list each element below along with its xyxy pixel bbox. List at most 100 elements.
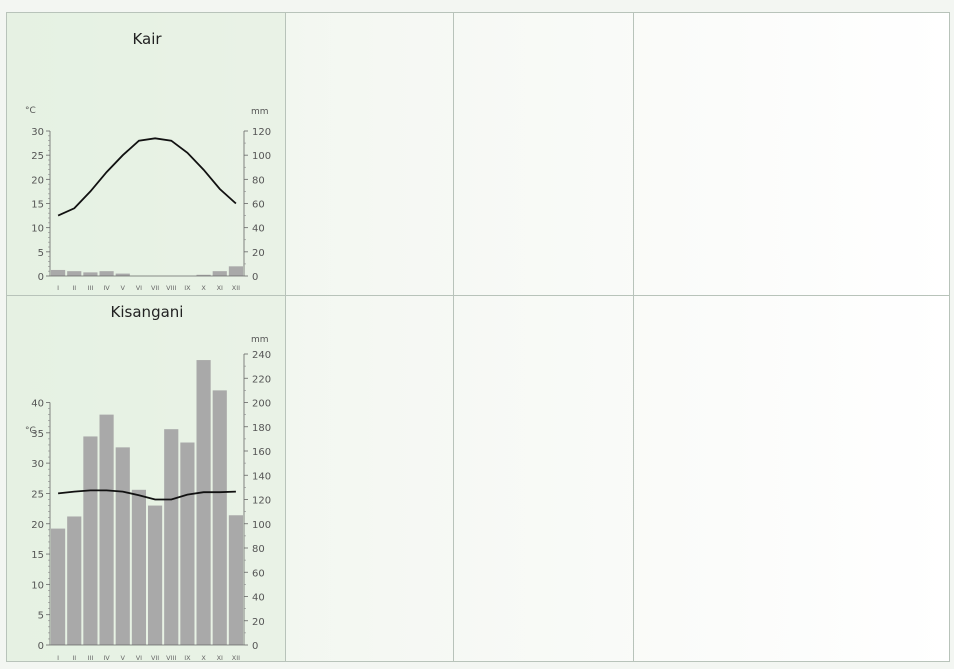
temperature-unit: °C [25,106,36,116]
cell-empty-r1c4 [634,12,950,296]
cell-empty-r1c2 [286,12,454,296]
temperature-tick-label: 20 [31,175,44,186]
precipitation-bar-I [51,269,66,276]
precipitation-tick-label: 0 [252,641,258,652]
precipitation-tick-label: 180 [252,423,271,434]
precipitation-tick-label: 60 [252,568,265,579]
temperature-tick-label: 5 [38,611,44,622]
month-label-III: III [88,284,94,292]
precipitation-tick-label: 140 [252,471,271,482]
precipitation-bar-XI [212,390,227,645]
month-label-V: V [121,284,126,292]
cell-chart-kair: Kair 0 5 10 15 20 25 30 °C 0 20 40 60 80 100 120 mm I II II… [6,12,286,296]
month-label-XII: XII [232,284,240,292]
month-label-VIII: VIII [166,284,176,292]
precipitation-bar-X [196,274,211,276]
month-label-V: V [121,654,126,662]
month-label-II: II [72,654,76,662]
temperature-tick-label: 0 [38,641,44,652]
month-label-X: X [201,284,206,292]
precipitation-bar-IX [180,442,195,645]
precipitation-tick-label: 0 [252,272,258,283]
cell-empty-r1c3 [454,12,634,296]
month-label-I: I [57,284,59,292]
precipitation-bar-III [83,436,98,645]
precipitation-bar-I [51,528,66,645]
month-label-II: II [72,284,76,292]
month-label-IV: IV [103,654,110,662]
precipitation-bar-XI [212,271,227,276]
precipitation-bar-VI [131,489,146,645]
precipitation-tick-label: 60 [252,200,265,211]
temperature-tick-label: 30 [31,459,44,470]
month-label-IV: IV [103,284,110,292]
month-label-XI: XI [217,654,223,662]
cell-chart-kisangani: Kisangani 0 5 10 15 20 25 30 35 40 °C 0 20 40 60 80 100 1… [6,296,286,662]
precipitation-tick-label: 20 [252,248,265,259]
precipitation-bar-V [115,273,130,276]
temperature-tick-label: 20 [31,520,44,531]
month-label-VI: VI [136,284,142,292]
month-label-X: X [201,654,206,662]
month-label-IX: IX [184,284,191,292]
precipitation-bar-IV [99,414,114,645]
temperature-tick-label: 5 [38,248,44,259]
precipitation-tick-label: 40 [252,593,265,604]
month-label-VIII: VIII [166,654,176,662]
precipitation-bar-II [67,516,82,645]
temperature-tick-label: 25 [31,151,44,162]
precipitation-tick-label: 220 [252,374,271,385]
precipitation-bar-XII [228,515,243,645]
precipitation-bar-IV [99,271,114,276]
precipitation-tick-label: 200 [252,399,271,410]
temperature-line [57,137,237,217]
chart-kisangani: Kisangani 0 5 10 15 20 25 30 35 40 °C 0 20 40 60 80 100 1… [25,303,271,662]
precipitation-tick-label: 120 [252,496,271,507]
precipitation-bar-VIII [164,429,179,645]
month-label-XII: XII [232,654,240,662]
precipitation-bar-XII [228,266,243,276]
precipitation-bar-II [67,271,82,276]
precipitation-bar-X [196,360,211,645]
month-label-VI: VI [136,654,142,662]
precipitation-tick-label: 100 [252,151,271,162]
temperature-tick-label: 35 [31,429,44,440]
temperature-line [58,489,236,501]
precipitation-tick-label: 80 [252,544,265,555]
cell-empty-r2c2 [286,296,454,662]
month-label-I: I [57,654,59,662]
month-label-IX: IX [184,654,191,662]
precipitation-tick-label: 80 [252,175,265,186]
precipitation-unit: mm [251,335,269,345]
cell-empty-r2c4 [634,296,950,662]
month-label-VII: VII [151,654,159,662]
temperature-tick-label: 10 [31,580,44,591]
month-label-VII: VII [151,284,159,292]
precipitation-tick-label: 100 [252,520,271,531]
temperature-tick-label: 25 [31,489,44,500]
precipitation-unit: mm [251,107,269,117]
temperature-tick-label: 0 [38,272,44,283]
temperature-tick-label: 15 [31,200,44,211]
chart-title: Kisangani [111,303,184,321]
precipitation-tick-label: 40 [252,224,265,235]
month-label-III: III [88,654,94,662]
precipitation-bar-III [83,272,98,276]
precipitation-bar-VII [148,505,163,645]
temperature-tick-label: 15 [31,550,44,561]
temperature-tick-label: 30 [31,127,44,138]
precipitation-bar-V [115,447,130,645]
temperature-tick-label: 40 [31,399,44,410]
precipitation-tick-label: 240 [252,350,271,361]
temperature-unit: °C [25,426,36,436]
cell-empty-r2c3 [454,296,634,662]
precipitation-tick-label: 120 [252,127,271,138]
month-label-XI: XI [217,284,223,292]
climate-table: Kair 0 5 10 15 20 25 30 °C 0 20 40 60 80 100 120 mm I II II… [6,12,950,662]
precipitation-tick-label: 160 [252,447,271,458]
temperature-tick-label: 10 [31,224,44,235]
precipitation-tick-label: 20 [252,617,265,628]
chart-title: Kair [132,30,162,48]
